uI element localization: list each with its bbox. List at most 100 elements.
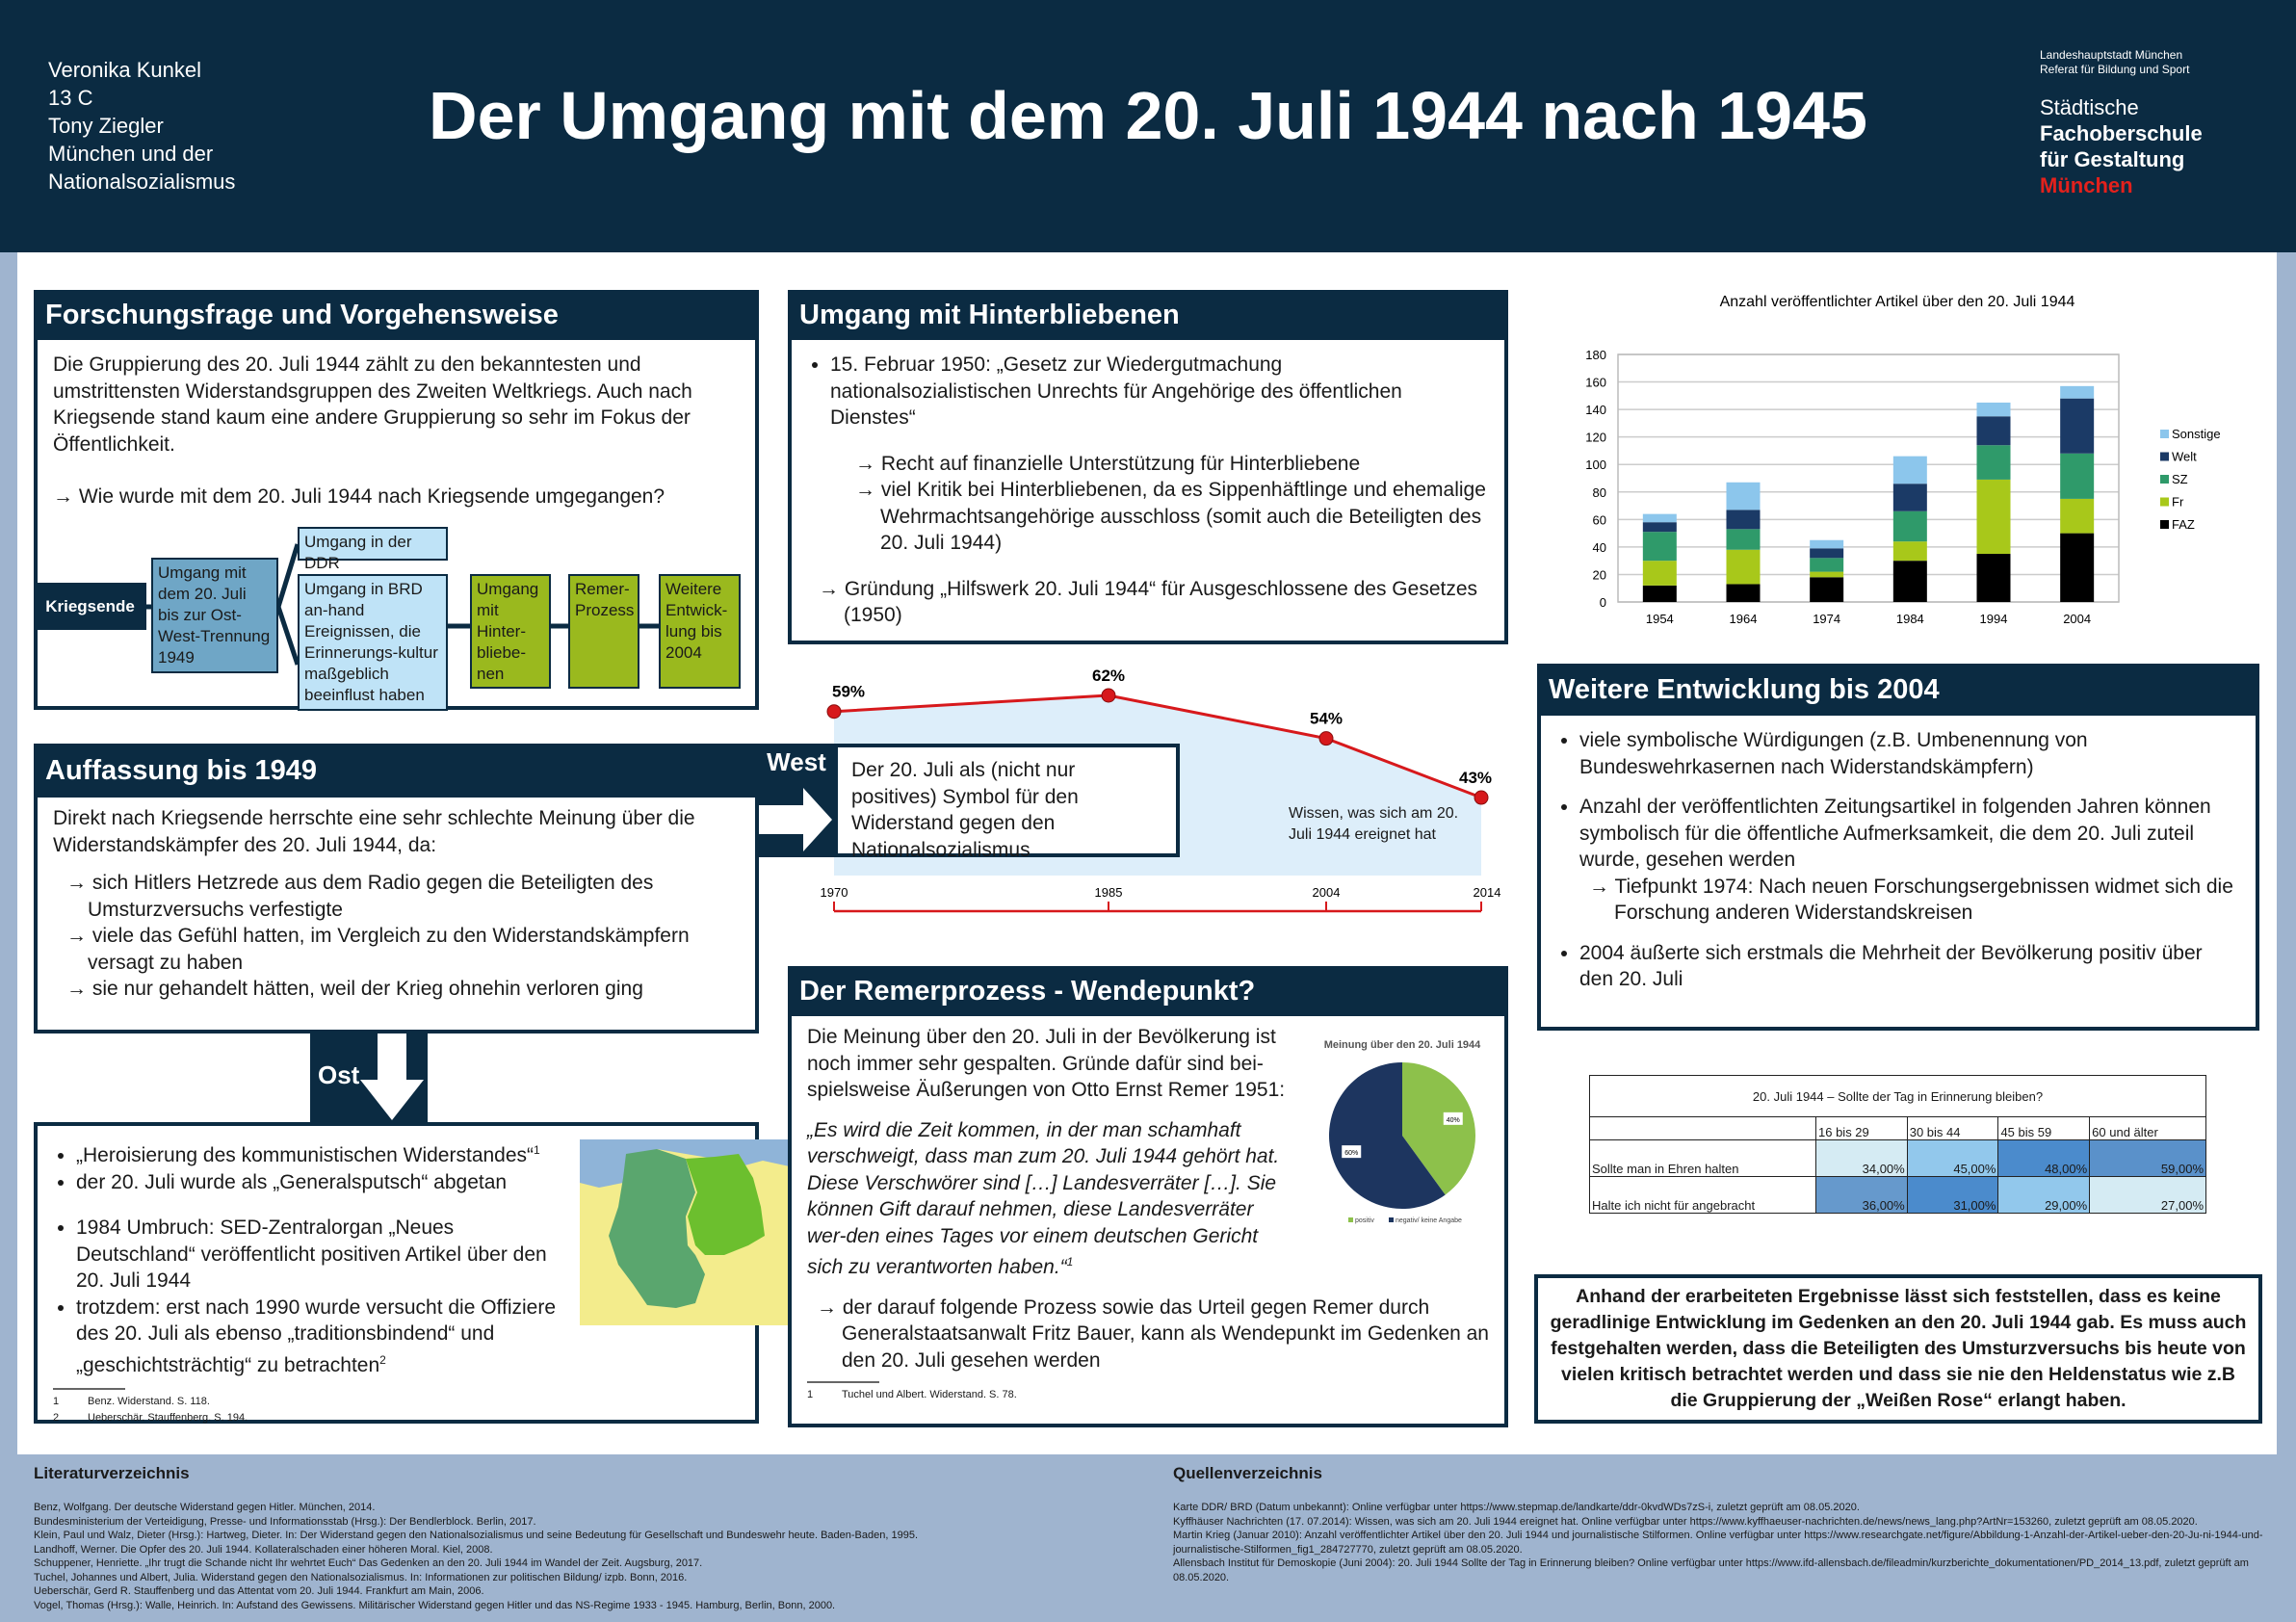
bar-segment-fr: [1892, 541, 1927, 562]
arrow-down-icon: [360, 1033, 424, 1120]
intro-text: Die Gruppierung des 20. Juli 1944 zählt …: [53, 353, 692, 456]
column-header: 30 bis 44: [1906, 1116, 1999, 1140]
page-title: Der Umgang mit dem 20. Juli 1944 nach 19…: [429, 78, 1867, 153]
table-cell: 31,00%: [1906, 1176, 1999, 1214]
table-cell: 27,00%: [2089, 1176, 2206, 1214]
list-item: 2004 äußerte sich erstmals die Mehrheit …: [1579, 940, 2240, 993]
section-title-forschung: Forschungsfrage und Vorgehensweise: [34, 290, 759, 340]
y-tick-label: 20: [1593, 567, 1606, 582]
table-row: Halte ich nicht für angebracht 36,00% 31…: [1589, 1176, 2206, 1214]
reference-entry: Benz, Wolfgang. Der deutsche Widerstand …: [34, 1502, 376, 1513]
section-weitere: viele symbolische Würdigungen (z.B. Umbe…: [1537, 716, 2259, 1031]
table-cell: 45,00%: [1906, 1139, 1999, 1177]
remer-conclusion: → der darauf folgende Prozess sowie das …: [817, 1295, 1489, 1372]
column-header: 16 bis 29: [1815, 1116, 1908, 1140]
row-label: Sollte man in Ehren halten: [1589, 1139, 1816, 1177]
legend-label: SZ: [2172, 472, 2188, 486]
section-title-weitere: Weitere Entwicklung bis 2004: [1537, 664, 2259, 716]
list-item: trotzdem: erst nach 1990 wurde versucht …: [76, 1295, 563, 1379]
bar-segment-sonstige: [1642, 513, 1677, 523]
bar-segment-fr: [1726, 549, 1761, 585]
pie-label: 40%: [1447, 1117, 1460, 1124]
bar-segment-faz: [1976, 554, 2011, 602]
bar-segment-welt: [1892, 484, 1927, 511]
y-tick-label: 160: [1585, 376, 1606, 390]
bar-segment-sonstige: [2060, 385, 2095, 399]
y-tick-label: 140: [1585, 403, 1606, 417]
table-cell: 59,00%: [2089, 1139, 2206, 1177]
reference-entry: Martin Krieg (Januar 2010): Anzahl veröf…: [1173, 1530, 2263, 1556]
section-title-hinterbliebene: Umgang mit Hinterbliebenen: [788, 290, 1508, 340]
diagram-remer: Remer-Prozess: [568, 574, 639, 689]
arrow-right-icon: [759, 788, 832, 851]
diagram-connectors: [146, 543, 659, 666]
footnote: 1 Tuchel und Albert. Widerstand. S. 78.: [807, 1389, 1017, 1400]
bar-segment-sz: [1976, 445, 2011, 480]
list-item: → sie nur gehandelt hätten, weil der Kri…: [66, 978, 643, 1000]
legend-swatch: [1348, 1217, 1353, 1222]
list-item: → Tiefpunkt 1974: Nach neuen Forschungse…: [1589, 875, 2233, 925]
logo-line: Referat für Bildung und Sport: [2040, 63, 2190, 76]
section-remer: Die Meinung über den 20. Juli in der Bev…: [788, 1016, 1508, 1427]
bar-segment-sonstige: [1810, 539, 1844, 549]
legend-label: Sonstige: [2172, 427, 2221, 441]
class: 13 C: [48, 86, 93, 110]
opinion-pie-chart: Meinung über den 20. Juli 1944 40% 60% posi…: [1324, 1039, 1481, 1224]
list-item: 15. Februar 1950: „Gesetz zur Wiedergutm…: [830, 352, 1489, 432]
conclusion-box: Anhand der erarbeiteten Ergebnisse lässt…: [1534, 1274, 2262, 1424]
diagram-bis-1949: Umgang mit dem 20. Juli bis zur Ost-West…: [151, 558, 278, 673]
bar-segment-sz: [1892, 510, 1927, 542]
map-east-germany: [686, 1154, 765, 1255]
diagram-hinterbliebene: Umgang mit Hinter-bliebe-nen: [470, 574, 551, 689]
spacer: [76, 1195, 563, 1215]
footnote: 2 Ueberschär. Stauffenberg. S. 194.: [53, 1412, 248, 1424]
legend-swatch: [1389, 1217, 1394, 1222]
y-tick-label: 100: [1585, 458, 1606, 472]
diagram-weitere: Weitere Entwick-lung bis 2004: [659, 574, 741, 689]
x-tick-label: 1974: [1813, 612, 1840, 626]
legend-label: FAZ: [2172, 517, 2195, 532]
topic-line-1: München und der: [48, 142, 214, 166]
column-header: 45 bis 59: [1997, 1116, 2091, 1140]
bar-segment-fr: [1976, 479, 2011, 555]
data-label: 59%: [832, 683, 865, 701]
bar-segment-sonstige: [1726, 482, 1761, 510]
reference-entry: Vogel, Thomas (Hrsg.): Walle, Heinrich. …: [34, 1599, 836, 1611]
school-logo: Landeshauptstadt München Referat für Bil…: [2040, 48, 2203, 198]
author-1: Veronika Kunkel: [48, 58, 201, 82]
research-question: → Wie wurde mit dem 20. Juli 1944 nach K…: [53, 485, 665, 508]
y-tick-label: 180: [1585, 348, 1606, 362]
y-tick-label: 120: [1585, 431, 1606, 445]
author-2: Tony Ziegler: [48, 114, 164, 138]
bar-segment-sonstige: [1892, 456, 1927, 484]
data-label: 54%: [1310, 710, 1343, 728]
section-hinterbliebene: 15. Februar 1950: „Gesetz zur Wiedergutm…: [788, 340, 1508, 644]
logo-line: Städtische: [2040, 95, 2139, 119]
remer-quote: „Es wird die Zeit kommen, in der man sch…: [807, 1118, 1280, 1279]
bar-segment-welt: [1726, 510, 1761, 530]
bar-segment-sz: [1726, 529, 1761, 550]
data-point: [1474, 790, 1489, 805]
x-tick-label: 1964: [1730, 612, 1758, 626]
line-chart-line: [833, 693, 1482, 799]
section-title-auffassung: Auffassung bis 1949: [34, 744, 759, 798]
x-tick-label: 2004: [1313, 885, 1341, 900]
legend-swatch: [2160, 475, 2169, 484]
data-point: [1101, 688, 1116, 703]
legend-swatch: [2160, 452, 2169, 461]
germany-map: [580, 1139, 798, 1325]
diagram-brd: Umgang in BRD an-hand Ereignissen, die E…: [298, 574, 448, 711]
x-tick-label: 1970: [821, 885, 848, 900]
logo-line: Landeshauptstadt München: [2040, 48, 2183, 62]
west-label: West: [767, 747, 826, 776]
topic-line-2: Nationalsozialismus: [48, 170, 236, 194]
bar-segment-sz: [1810, 558, 1844, 572]
pie-slice-negative: [1329, 1062, 1446, 1209]
pie-label-bg: [1443, 1112, 1463, 1125]
bar-segment-faz: [1642, 585, 1677, 602]
list-item: der 20. Juli wurde als „Generalsputsch“ …: [76, 1169, 563, 1196]
section-auffassung: Direkt nach Kriegsende herrschte eine se…: [34, 798, 759, 1033]
authors: Veronika Kunkel 13 C Tony Ziegler Münche…: [48, 56, 235, 196]
bar-segment-faz: [2060, 533, 2095, 602]
list-item: 1984 Umbruch: SED-Zentralorgan „Neues De…: [76, 1215, 563, 1295]
